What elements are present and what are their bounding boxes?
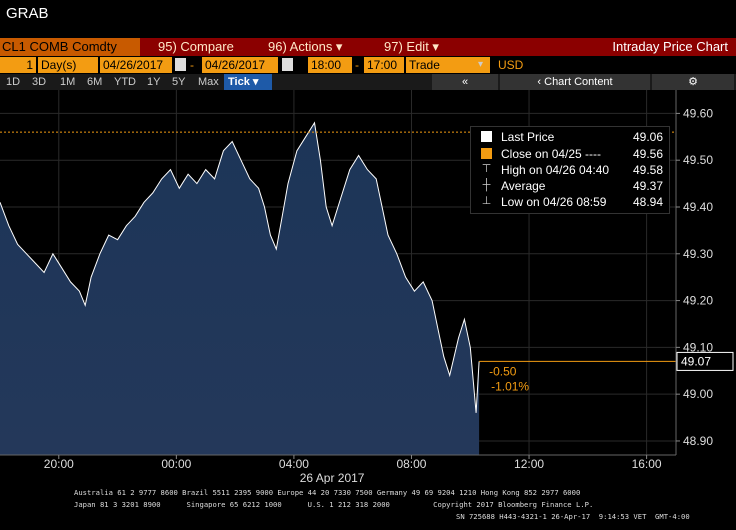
x-tick-label: 08:00 [396,457,426,471]
last-price-tag [676,351,734,371]
parameter-bar: 1 Day(s) 04/26/2017 - 04/26/2017 18:00 -… [0,56,736,74]
calendar-icon[interactable] [175,58,186,71]
avg-marker-icon: ┼ [482,179,491,191]
legend-box[interactable]: Last Price 49.06 Close on 04/25 ---- 49.… [470,126,670,214]
y-tick-label: 49.00 [683,387,713,401]
window-title-bar: GRAB [0,0,736,38]
field-select[interactable]: Trade [406,57,490,73]
footer-contacts-line2: Japan 81 3 3201 8900 Singapore 65 6212 1… [74,500,594,509]
high-marker-icon: ⊤ [481,163,492,175]
y-tick-label: 49.50 [683,153,713,167]
change-pct-label: -1.01% [491,379,529,393]
start-date-input[interactable]: 04/26/2017 [100,57,172,73]
end-time-input[interactable]: 17:00 [364,57,404,73]
y-tick-label: 48.90 [683,434,713,448]
x-tick-label: 00:00 [161,457,191,471]
period-unit-select[interactable]: Day(s) [38,57,98,73]
time-separator: - [355,58,359,72]
y-tick-label: 49.20 [683,294,713,308]
start-time-input[interactable]: 18:00 [308,57,352,73]
period-count-input[interactable]: 1 [0,57,36,73]
square-orange-icon [481,148,492,159]
price-line [0,121,480,413]
footer-session-info: SN 725688 H443-4321-1 26-Apr-17 9:14:53 … [456,512,690,521]
x-tick-label: 12:00 [514,457,544,471]
tick-select[interactable]: Tick ▾ [224,74,272,90]
end-date-input[interactable]: 04/26/2017 [202,57,278,73]
legend-item: Last Price 49.06 [471,129,671,145]
range-1y[interactable]: 1Y [147,76,161,88]
change-label: -0.50 [489,364,517,378]
gear-icon[interactable]: ⚙ [652,74,734,90]
range-3d[interactable]: 3D [32,76,47,88]
range-5y[interactable]: 5Y [172,76,186,88]
collapse-icon[interactable]: « [432,74,498,90]
x-axis: 20:00 00:00 04:00 08:00 12:00 16:00 26 Apr 201… [0,454,676,484]
y-tick-label: 49.30 [683,247,713,261]
date-separator: - [190,58,194,72]
currency-label: USD [498,58,524,72]
legend-item: Close on 04/25 ---- 49.56 [471,146,671,162]
calendar-icon[interactable] [282,58,293,71]
y-tick-label: 49.40 [683,200,713,214]
x-tick-label: 16:00 [632,457,662,471]
command-bar: CL1 COMB Comdty 95) Compare 96) Actions … [0,38,736,56]
ticker-field[interactable]: CL1 COMB Comdty [0,38,140,56]
y-axis: 49.60 49.50 49.40 49.30 49.20 49.10 49.00 48.90 [675,90,713,455]
square-white-icon [481,131,492,142]
x-tick-label: 20:00 [44,457,74,471]
range-ytd[interactable]: YTD [114,76,136,88]
legend-item: ⊥ Low on 04/26 08:59 48.94 [481,195,663,209]
chevron-down-icon[interactable]: ▾ [478,59,484,70]
y-tick-label: 49.10 [683,340,713,354]
low-marker-icon: ⊥ [481,195,492,207]
footer-contacts-line1: Australia 61 2 9777 8600 Brazil 5511 239… [74,488,581,497]
x-tick-label: 04:00 [279,457,309,471]
chart-content-label: Chart Content [544,76,613,88]
window-title: GRAB [6,5,49,22]
last-price-tag-label: 49.07 [681,354,711,368]
range-max[interactable]: Max [198,76,219,88]
footer: Australia 61 2 9777 8600 Brazil 5511 239… [0,484,736,530]
range-1m[interactable]: 1M [60,76,76,88]
range-1d[interactable]: 1D [6,76,21,88]
compare-button[interactable]: 95) Compare [158,39,234,54]
chevron-left-icon: ‹ [537,76,545,88]
chart-title: Intraday Price Chart [612,39,728,54]
x-date-label: 26 Apr 2017 [300,471,365,484]
range-6m[interactable]: 6M [87,76,103,88]
legend-item: ⊤ High on 04/26 04:40 49.58 [481,163,663,177]
y-tick-label: 49.60 [683,106,713,120]
edit-menu[interactable]: 97) Edit ▾ [384,39,439,54]
price-chart[interactable]: 49.60 49.50 49.40 49.30 49.20 49.10 49.00 48.90… [0,90,736,484]
legend-item: ┼ Average 49.37 [482,179,663,193]
range-bar: 1D 3D 1M 6M YTD 1Y 5Y Max Tick ▾ « ‹ Cha… [0,74,736,90]
actions-menu[interactable]: 96) Actions ▾ [268,39,343,54]
price-area [0,122,480,456]
chart-content-button[interactable]: ‹ Chart Content [500,74,650,90]
